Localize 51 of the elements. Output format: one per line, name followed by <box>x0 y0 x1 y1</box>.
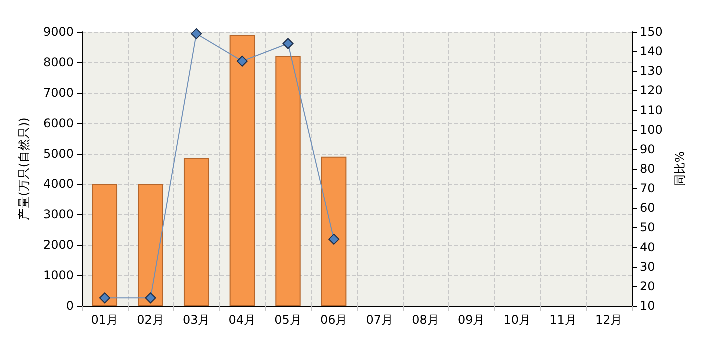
x-tick-label: 03月 <box>182 313 210 327</box>
y-tick-label: 7000 <box>43 86 74 100</box>
x-tick-label: 10月 <box>504 313 532 327</box>
y-tick-label: 1000 <box>43 268 74 283</box>
y-axis-title: 产量(万只(自然只)) <box>17 118 31 220</box>
y-tick-label: 2000 <box>43 238 74 252</box>
point <box>328 234 340 245</box>
y2-tick-label: 120 <box>640 84 663 98</box>
y-tick-label: 0 <box>66 299 74 313</box>
bar <box>92 184 118 306</box>
point <box>99 292 110 304</box>
y2-tick-label: 30 <box>640 260 656 274</box>
x-tick-label: 08月 <box>412 313 440 327</box>
y2-tick-label: 60 <box>640 201 656 216</box>
y2-tick-label: 40 <box>640 240 656 254</box>
point <box>191 28 202 40</box>
bar <box>230 35 256 306</box>
x-tick-label: 11月 <box>550 313 577 327</box>
y2-tick-label: 20 <box>640 279 656 294</box>
x-tick-label: 04月 <box>228 313 256 327</box>
y2-tick-label: 50 <box>640 220 656 235</box>
y-tick-label: 4000 <box>43 177 74 192</box>
y2-tick-label: 80 <box>640 162 656 176</box>
x-tick-label: 09月 <box>458 313 486 327</box>
y-tick-label: 3000 <box>43 208 74 222</box>
y2-axis-title: 同比% <box>673 151 687 187</box>
y2-tick-label: 90 <box>640 142 656 156</box>
y2-tick-label: 10 <box>640 299 656 313</box>
x-tick-label: 06月 <box>320 313 348 327</box>
y-tick-label: 8000 <box>43 55 74 70</box>
bar <box>321 156 347 306</box>
bar <box>276 56 301 306</box>
x-tick-label: 12月 <box>595 313 623 327</box>
y2-tick-label: 110 <box>640 103 663 118</box>
x-tick-label: 05月 <box>274 313 302 327</box>
y2-tick-label: 100 <box>640 122 663 137</box>
y2-tick-label: 150 <box>640 25 663 39</box>
y-tick-label: 9000 <box>43 25 74 39</box>
y-tick-label: 6000 <box>43 116 74 130</box>
x-tick-label: 07月 <box>366 313 394 327</box>
y-tick-label: 5000 <box>43 146 74 161</box>
y2-tick-label: 130 <box>640 64 663 78</box>
bar <box>138 184 164 306</box>
point <box>282 38 294 50</box>
x-tick-label: 01月 <box>91 313 119 327</box>
point <box>236 56 248 67</box>
point <box>145 292 156 304</box>
x-tick-label: 02月 <box>137 313 164 327</box>
y2-tick-label: 140 <box>640 44 663 59</box>
bar <box>184 158 210 306</box>
y2-tick-label: 70 <box>640 182 656 196</box>
